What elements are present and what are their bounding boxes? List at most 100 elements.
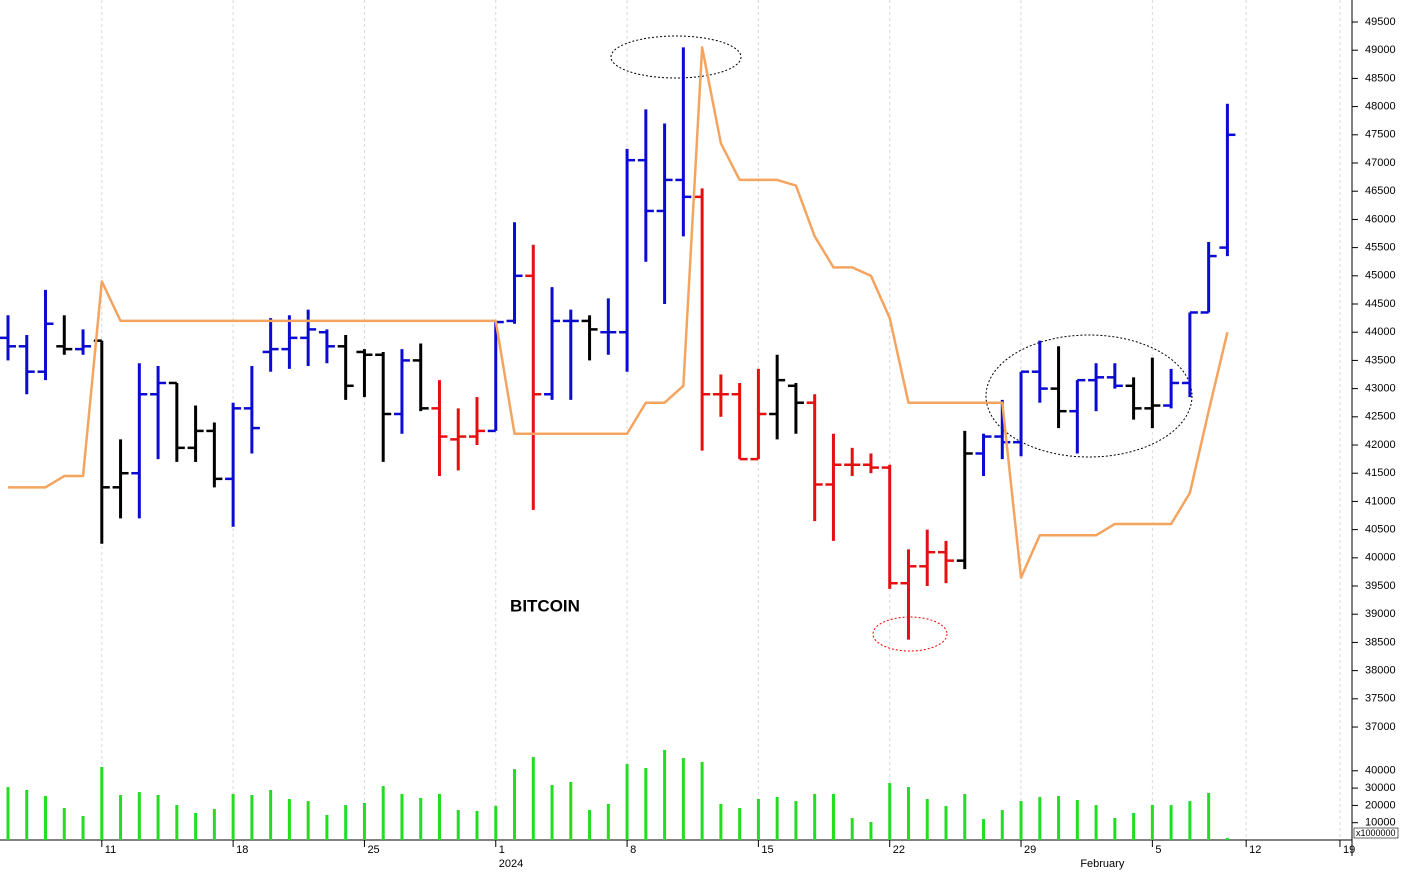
y-tick-label: 44500 bbox=[1365, 298, 1396, 310]
volume-bar bbox=[775, 796, 779, 840]
volume-bar bbox=[681, 757, 685, 840]
volume-bar bbox=[1113, 818, 1117, 840]
volume-bar bbox=[119, 795, 123, 840]
volume-bar bbox=[1132, 813, 1136, 840]
indicator-line bbox=[8, 46, 1229, 579]
highlight-ellipse bbox=[985, 334, 1193, 458]
volume-bar bbox=[137, 792, 141, 840]
y-tick-label: 37000 bbox=[1365, 721, 1396, 733]
volume-bar bbox=[738, 807, 742, 840]
y-tick-label: 45500 bbox=[1365, 242, 1396, 254]
volume-bar bbox=[306, 801, 310, 840]
annotation: BITCOIN bbox=[510, 596, 580, 615]
volume-bar bbox=[156, 795, 160, 840]
volume-bar bbox=[1150, 805, 1154, 840]
x-tick-label: 22 bbox=[893, 844, 905, 856]
volume-bar bbox=[287, 798, 291, 840]
volume-bar bbox=[888, 783, 892, 840]
volume-bar bbox=[1225, 837, 1229, 840]
volume-bar bbox=[925, 798, 929, 840]
y-tick-label: 39000 bbox=[1365, 608, 1396, 620]
x-tick-label: 25 bbox=[367, 844, 379, 856]
x-tick-label: 15 bbox=[761, 844, 773, 856]
y-tick-label: 49500 bbox=[1365, 16, 1396, 28]
volume-bar bbox=[437, 793, 441, 840]
x-tick-label: 18 bbox=[236, 844, 248, 856]
volume-bar bbox=[588, 810, 592, 840]
volume-bar bbox=[231, 793, 235, 840]
volume-bar bbox=[494, 805, 498, 840]
x-tick-label: 19 bbox=[1343, 844, 1355, 856]
x-tick-label: 1 bbox=[499, 844, 505, 856]
volume-bar bbox=[1188, 801, 1192, 840]
volume-bar bbox=[325, 814, 329, 840]
volume-bar bbox=[700, 761, 704, 840]
volume-bar bbox=[1057, 796, 1061, 840]
highlight-ellipse bbox=[610, 35, 742, 79]
grid bbox=[101, 0, 1341, 840]
volume-bar bbox=[194, 813, 198, 840]
volume-bar bbox=[1019, 801, 1023, 840]
volume-bar bbox=[531, 756, 535, 840]
volume-bar bbox=[212, 809, 216, 840]
y-tick-label: 48000 bbox=[1365, 101, 1396, 113]
y-tick-label: 43000 bbox=[1365, 383, 1396, 395]
volume-bar bbox=[62, 807, 66, 840]
volume-bar bbox=[100, 766, 104, 840]
volume-bar bbox=[1038, 796, 1042, 840]
y-tick-label: 41500 bbox=[1365, 467, 1396, 479]
y-tick-label: 49000 bbox=[1365, 44, 1396, 56]
y-tick-label: 43500 bbox=[1365, 354, 1396, 366]
volume-bar bbox=[550, 784, 554, 840]
volume-bar bbox=[513, 769, 517, 840]
y-tick-label: 40000 bbox=[1365, 552, 1396, 564]
volume-bar bbox=[25, 790, 29, 840]
volume-bar bbox=[606, 804, 610, 840]
volume-bar bbox=[1000, 810, 1004, 840]
volume-bar bbox=[475, 810, 479, 840]
volume-bar bbox=[250, 795, 254, 840]
volume-bar bbox=[663, 750, 667, 840]
y-tick-label: 47500 bbox=[1365, 129, 1396, 141]
y-tick-label: 39500 bbox=[1365, 580, 1396, 592]
volume-bar bbox=[1207, 792, 1211, 840]
y-tick-label: 42000 bbox=[1365, 439, 1396, 451]
volume-bar bbox=[344, 805, 348, 840]
x-month-label: February bbox=[1080, 858, 1125, 870]
volume-bar bbox=[982, 819, 986, 840]
x-month-label: 2024 bbox=[499, 858, 523, 870]
volume-bar bbox=[456, 810, 460, 840]
volume-bar bbox=[794, 801, 798, 840]
y-tick-label: 47000 bbox=[1365, 157, 1396, 169]
y-tick-label: 40000 bbox=[1365, 765, 1396, 777]
x-tick-label: 8 bbox=[630, 844, 636, 856]
y-tick-label: 10000 bbox=[1365, 817, 1396, 829]
y-tick-label: 30000 bbox=[1365, 782, 1396, 794]
volume-bar bbox=[644, 768, 648, 840]
x-tick-label: 12 bbox=[1249, 844, 1261, 856]
y-tick-label: 46000 bbox=[1365, 213, 1396, 225]
x-tick-label: 5 bbox=[1155, 844, 1161, 856]
volume-bar bbox=[81, 815, 85, 840]
volume-bar bbox=[381, 786, 385, 840]
y-tick-label: 45000 bbox=[1365, 270, 1396, 282]
volume-bar bbox=[869, 822, 873, 840]
volume-bar bbox=[175, 805, 179, 840]
y-tick-label: 41000 bbox=[1365, 495, 1396, 507]
y-tick-label: 46500 bbox=[1365, 185, 1396, 197]
volume-bar bbox=[1169, 805, 1173, 840]
volume-bar bbox=[1094, 805, 1098, 840]
y-tick-label: 48500 bbox=[1365, 72, 1396, 84]
unit-box bbox=[1353, 827, 1399, 839]
y-tick-label: 44000 bbox=[1365, 326, 1396, 338]
volume-bar bbox=[963, 793, 967, 840]
volume-bar bbox=[944, 805, 948, 840]
volume-unit: x1000000 bbox=[1356, 828, 1396, 838]
volume-bar bbox=[419, 797, 423, 840]
highlight-ellipse bbox=[872, 616, 948, 652]
volume-bar bbox=[831, 793, 835, 840]
volume-bar bbox=[850, 818, 854, 840]
volume-bar bbox=[269, 790, 273, 840]
volume-bar bbox=[813, 793, 817, 840]
